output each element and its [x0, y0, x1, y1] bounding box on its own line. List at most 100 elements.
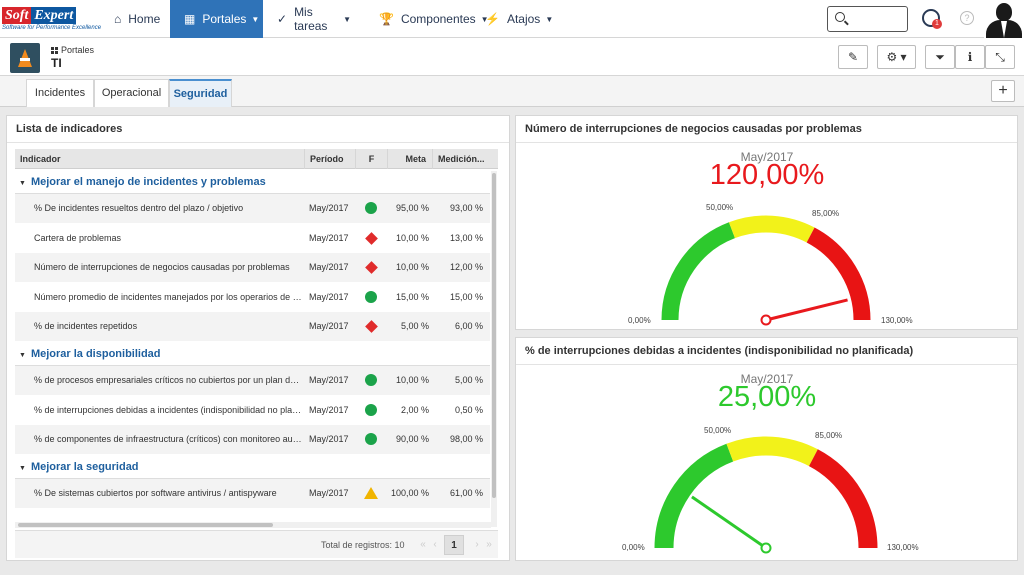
nav-label: Componentes: [400, 12, 476, 26]
tab-operacional[interactable]: Operacional: [94, 79, 169, 107]
indicator-medicion: 0,50 %: [454, 404, 483, 415]
collapse-triangle-icon[interactable]: ▼: [19, 464, 26, 472]
softexpert-logo[interactable]: Soft Expert Software for Performance Exc…: [0, 3, 102, 35]
nav-label: Home: [128, 12, 161, 26]
status-green-icon: [365, 374, 377, 386]
indicator-medicion: 12,00 %: [449, 262, 483, 273]
table-row[interactable]: % De incidentes resueltos dentro del pla…: [15, 194, 490, 223]
portal-header: Portales TI ✎ ⚙ ▾ ⏷ ℹ ⤡: [0, 38, 1024, 76]
indicator-name: % de componentes de infraestructura (crí…: [34, 434, 302, 445]
status-red-icon: [365, 261, 378, 275]
table-row[interactable]: % de componentes de infraestructura (crí…: [15, 425, 490, 455]
indicator-meta: 10,00 %: [395, 232, 429, 243]
nav-componentes[interactable]: 🏆 Componentes ▼: [365, 0, 489, 38]
group-row[interactable]: ▼ Mejorar la disponibilidad: [15, 342, 490, 366]
gauge-1-threshold-1-label: 50,00%: [706, 203, 734, 212]
indicator-name: Cartera de problemas: [34, 232, 122, 243]
indicator-meta: 95,00 %: [395, 203, 429, 213]
tab-seguridad[interactable]: Seguridad: [169, 79, 232, 107]
avatar[interactable]: [984, 0, 1024, 38]
table-row[interactable]: Cartera de problemas May/2017 10,00 % 13,00…: [15, 224, 490, 253]
column-header-indicador[interactable]: Indicador: [15, 149, 305, 169]
table-row[interactable]: % de incidentes repetidos May/2017 5,00 % 6…: [15, 312, 490, 342]
indicator-name: Número promedio de incidentes manejados …: [34, 291, 302, 302]
group-label: Mejorar la seguridad: [30, 460, 139, 473]
indicator-medicion: 98,00 %: [449, 434, 483, 445]
next-page-button[interactable]: ›: [475, 539, 479, 550]
logo-soft-text: Soft: [2, 7, 32, 24]
gauge-2-threshold-1-label: 50,00%: [704, 426, 732, 435]
indicator-meta: 10,00 %: [395, 375, 429, 385]
edit-button[interactable]: ✎: [838, 45, 868, 69]
collapse-button[interactable]: ⤡: [985, 45, 1015, 69]
collapse-triangle-icon[interactable]: ▼: [19, 180, 26, 187]
column-header-meta[interactable]: Meta: [388, 149, 433, 169]
indicator-name: % de incidentes repetidos: [34, 321, 138, 332]
nav-mis-tareas[interactable]: ✓ Mis tareas ▼: [263, 0, 365, 38]
bolt-icon: ⚡: [485, 12, 500, 26]
caret-down-icon: ▼: [545, 14, 554, 24]
table-row[interactable]: % de interrupciones debidas a incidentes…: [15, 396, 490, 425]
collapse-triangle-icon[interactable]: ▼: [19, 352, 26, 359]
indicator-meta: 15,00 %: [395, 291, 429, 302]
prev-page-button[interactable]: ‹: [433, 539, 437, 550]
indicator-name: % De sistemas cubiertos por software ant…: [34, 487, 277, 498]
indicator-meta: 5,00 %: [400, 321, 429, 332]
first-page-button[interactable]: «: [420, 539, 426, 550]
info-icon: ℹ: [967, 50, 973, 64]
column-header-periodo[interactable]: Período: [305, 149, 356, 169]
home-icon: ⌂: [114, 12, 122, 26]
horizontal-scrollbar[interactable]: [15, 522, 491, 528]
status-green-icon: [365, 202, 377, 214]
column-header-medicion[interactable]: Medición...: [438, 154, 485, 164]
nav-atajos[interactable]: ⚡ Atajos ▼: [471, 0, 553, 38]
gauge-2-max-label: 130,00%: [887, 543, 919, 552]
nav-portales[interactable]: ▦ Portales ▼: [170, 0, 263, 38]
nav-home[interactable]: ⌂ Home: [100, 0, 170, 38]
indicator-medicion: 5,00 %: [454, 375, 483, 385]
total-records: Total de registros: 10: [321, 540, 405, 550]
page-1-button[interactable]: 1: [444, 535, 464, 555]
vertical-scrollbar[interactable]: [491, 171, 497, 527]
indicator-period: May/2017: [309, 375, 349, 385]
table-row[interactable]: Número promedio de incidentes manejados …: [15, 283, 490, 312]
pencil-icon: ✎: [847, 50, 859, 64]
table-row[interactable]: % De sistemas cubiertos por software ant…: [15, 478, 490, 508]
info-button[interactable]: ℹ: [955, 45, 985, 69]
tab-incidentes[interactable]: Incidentes: [26, 79, 94, 107]
group-row[interactable]: ▼ Mejorar el manejo de incidentes y probl…: [15, 170, 490, 194]
help-icon[interactable]: ?: [960, 11, 974, 25]
indicator-period: May/2017: [309, 487, 349, 498]
indicator-period: May/2017: [309, 262, 349, 273]
indicator-period: May/2017: [309, 321, 349, 332]
add-tab-button[interactable]: +: [991, 80, 1015, 102]
last-page-button[interactable]: »: [486, 539, 492, 550]
gauge-2-min-label: 0,00%: [622, 543, 645, 552]
gauge-1-min-label: 0,00%: [628, 316, 651, 325]
table-row[interactable]: % de procesos empresariales críticos no …: [15, 366, 490, 395]
gauge-1-period: May/2017: [740, 150, 794, 164]
indicator-meta: 90,00 %: [395, 434, 429, 445]
nav-label: Atajos: [506, 12, 541, 26]
indicator-period: May/2017: [309, 203, 349, 213]
group-row[interactable]: ▼ Mejorar la seguridad: [15, 454, 490, 479]
table-header: Indicador Período F Meta Medición...: [15, 149, 498, 169]
filter-button[interactable]: ⏷: [925, 45, 955, 69]
group-label: Mejorar el manejo de incidentes y proble…: [30, 176, 266, 188]
notification-badge: 1: [932, 19, 942, 29]
indicator-meta: 100,00 %: [390, 487, 429, 498]
search-input[interactable]: [850, 10, 904, 28]
table-row[interactable]: Número de interrupciones de negocios cau…: [15, 253, 490, 283]
logo-tagline: Software for Performance Excellence: [2, 25, 102, 31]
search-box[interactable]: [827, 6, 908, 32]
column-header-f[interactable]: F: [356, 149, 388, 169]
settings-button[interactable]: ⚙ ▾: [877, 45, 916, 69]
notification-icon[interactable]: 1: [922, 9, 942, 29]
gear-icon: ⚙ ▾: [886, 50, 907, 64]
check-icon: ✓: [277, 12, 288, 26]
indicator-medicion: 6,00 %: [454, 321, 483, 332]
portal-tabs: Incidentes Operacional Seguridad: [0, 76, 1024, 107]
indicator-period: May/2017: [309, 232, 349, 243]
portal-cone-icon: [10, 43, 40, 73]
gauge-2-period: May/2017: [740, 372, 794, 386]
